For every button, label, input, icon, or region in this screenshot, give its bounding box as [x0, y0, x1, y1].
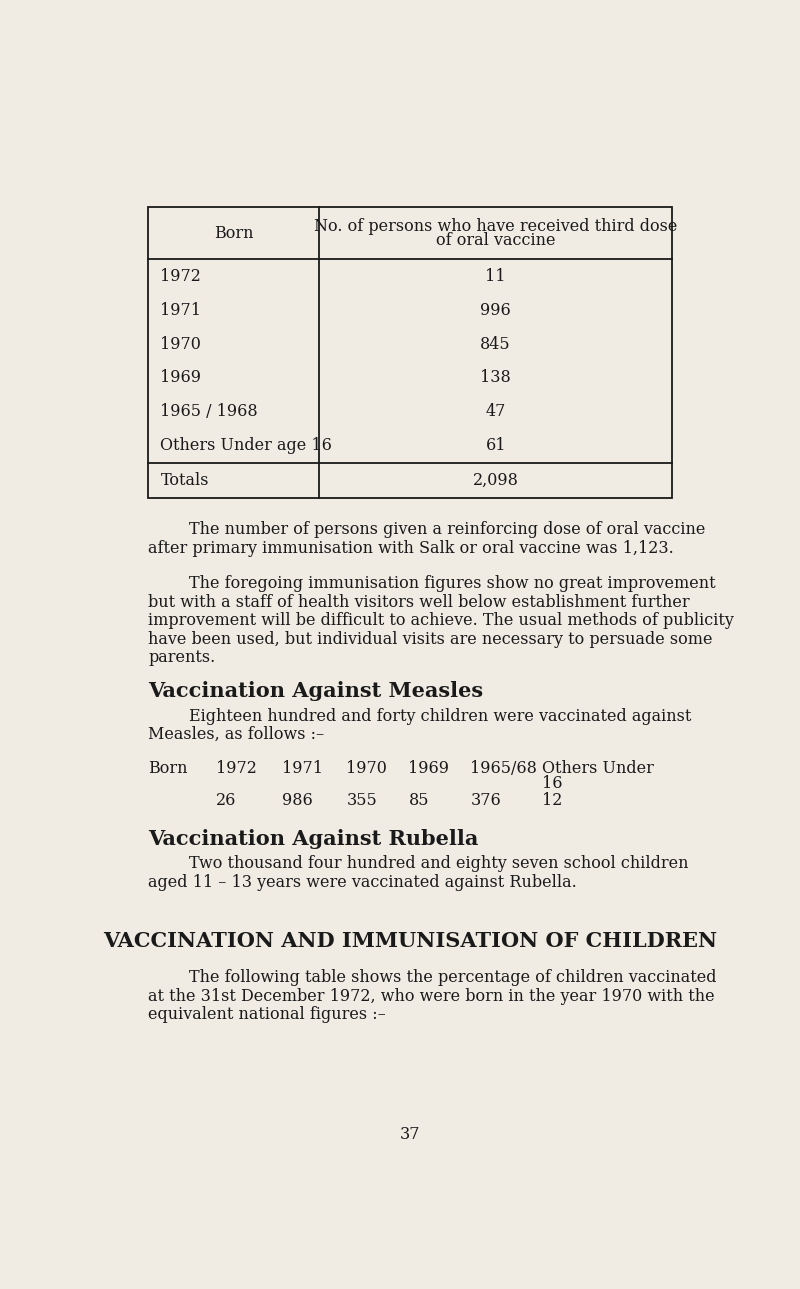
Text: 1971: 1971	[282, 761, 323, 777]
Text: 355: 355	[346, 793, 378, 809]
Text: 16: 16	[542, 775, 562, 793]
Text: Vaccination Against Measles: Vaccination Against Measles	[148, 682, 483, 701]
Text: VACCINATION AND IMMUNISATION OF CHILDREN: VACCINATION AND IMMUNISATION OF CHILDREN	[103, 931, 717, 951]
Text: The number of persons given a reinforcing dose of oral vaccine: The number of persons given a reinforcin…	[148, 521, 706, 539]
Text: after primary immunisation with Salk or oral vaccine was 1,123.: after primary immunisation with Salk or …	[148, 540, 674, 557]
Text: 376: 376	[470, 793, 501, 809]
Text: 1972: 1972	[161, 268, 202, 285]
Text: 12: 12	[542, 793, 562, 809]
Text: Born: Born	[148, 761, 187, 777]
Text: 1965 / 1968: 1965 / 1968	[161, 403, 258, 420]
Text: improvement will be difficult to achieve. The usual methods of publicity: improvement will be difficult to achieve…	[148, 612, 734, 629]
Text: Two thousand four hundred and eighty seven school children: Two thousand four hundred and eighty sev…	[148, 856, 689, 873]
Text: 2,098: 2,098	[473, 472, 518, 489]
Text: 85: 85	[409, 793, 429, 809]
Text: Eighteen hundred and forty children were vaccinated against: Eighteen hundred and forty children were…	[148, 708, 691, 724]
Text: 138: 138	[480, 370, 511, 387]
Text: 1965/68: 1965/68	[470, 761, 538, 777]
Text: 11: 11	[486, 268, 506, 285]
Text: Measles, as follows :–: Measles, as follows :–	[148, 726, 324, 742]
Text: Vaccination Against Rubella: Vaccination Against Rubella	[148, 829, 478, 849]
Bar	[148, 208, 672, 498]
Text: 1970: 1970	[346, 761, 387, 777]
Text: 1969: 1969	[409, 761, 450, 777]
Text: The foregoing immunisation figures show no great improvement: The foregoing immunisation figures show …	[148, 575, 716, 592]
Text: 1969: 1969	[161, 370, 202, 387]
Text: 47: 47	[486, 403, 506, 420]
Text: parents.: parents.	[148, 650, 215, 666]
Text: Totals: Totals	[161, 472, 209, 489]
Text: 986: 986	[282, 793, 313, 809]
Text: at the 31st December 1972, who were born in the year 1970 with the: at the 31st December 1972, who were born…	[148, 987, 714, 1005]
Text: Others Under age 16: Others Under age 16	[161, 437, 332, 454]
Text: have been used, but individual visits are necessary to persuade some: have been used, but individual visits ar…	[148, 630, 713, 647]
Text: 1972: 1972	[216, 761, 257, 777]
Text: 1971: 1971	[161, 302, 202, 318]
Text: The following table shows the percentage of children vaccinated: The following table shows the percentage…	[148, 969, 717, 986]
Text: 37: 37	[400, 1127, 420, 1143]
Text: No. of persons who have received third dose: No. of persons who have received third d…	[314, 218, 678, 235]
Text: 996: 996	[480, 302, 511, 318]
Text: 61: 61	[486, 437, 506, 454]
Text: but with a staff of health visitors well below establishment further: but with a staff of health visitors well…	[148, 593, 690, 611]
Text: aged 11 – 13 years were vaccinated against Rubella.: aged 11 – 13 years were vaccinated again…	[148, 874, 577, 891]
Text: of oral vaccine: of oral vaccine	[436, 232, 555, 249]
Text: Others Under: Others Under	[542, 761, 654, 777]
Text: 1970: 1970	[161, 335, 202, 353]
Text: equivalent national figures :–: equivalent national figures :–	[148, 1007, 386, 1023]
Text: 845: 845	[480, 335, 511, 353]
Text: Born: Born	[214, 224, 254, 242]
Text: 26: 26	[216, 793, 237, 809]
